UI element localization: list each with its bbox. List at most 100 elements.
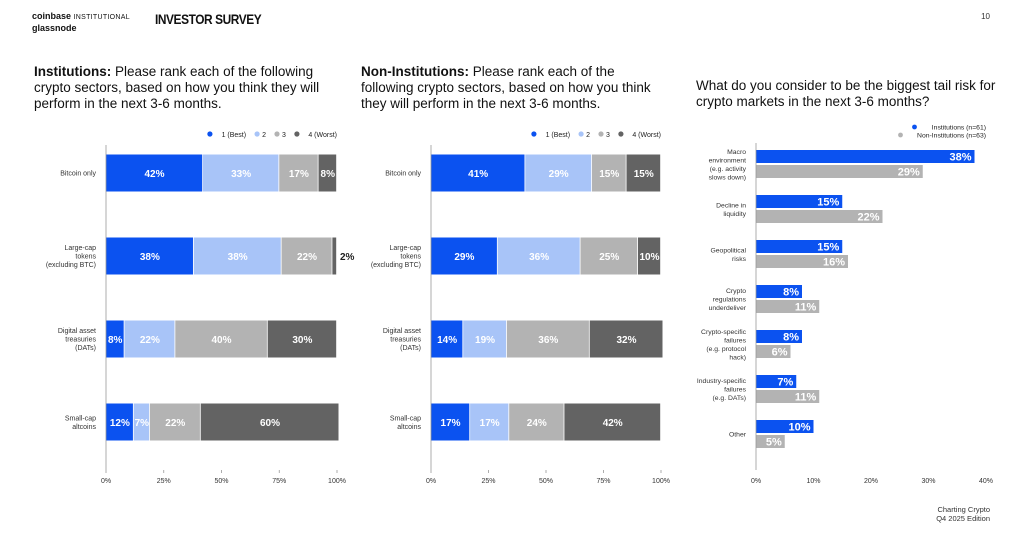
bar-segment — [497, 237, 580, 275]
panel-title-text: What do you consider to be the biggest t… — [696, 78, 996, 109]
category-label: (e.g. protocol — [706, 346, 746, 353]
bar — [756, 420, 814, 433]
bar-segment — [589, 320, 663, 358]
bar-segment — [281, 237, 332, 275]
bar-segment — [124, 320, 175, 358]
legend-label: 1 (Best) — [546, 132, 571, 139]
data-label: 22% — [140, 335, 160, 346]
data-label: 15% — [817, 242, 839, 254]
x-tick-label: 100% — [652, 478, 670, 485]
bar — [756, 390, 820, 403]
data-label: 22% — [165, 418, 185, 429]
bar-segment — [580, 237, 638, 275]
bar — [756, 240, 843, 253]
data-label: 60% — [260, 418, 280, 429]
data-label: 10% — [788, 422, 810, 434]
data-label: 12% — [110, 418, 130, 429]
category-label: treasuries — [390, 337, 421, 344]
data-label: 7% — [777, 377, 793, 389]
bar — [756, 375, 797, 388]
data-label: 11% — [795, 392, 817, 404]
bar — [756, 330, 802, 343]
bar-segment — [193, 237, 281, 275]
x-tick-label: 50% — [214, 478, 228, 485]
category-label: (excluding BTC) — [371, 262, 421, 269]
data-label: 29% — [454, 252, 474, 263]
bar-segment — [626, 154, 661, 192]
category-label: (excluding BTC) — [46, 262, 96, 269]
x-tick-label: 0% — [426, 478, 436, 485]
legend-swatch — [531, 131, 537, 137]
category-label: tokens — [400, 254, 421, 261]
legend-label: 4 (Worst) — [308, 132, 337, 139]
x-tick-label: 100% — [328, 478, 346, 485]
legend-label: 2 — [586, 132, 590, 139]
category-label: Macro — [727, 149, 746, 156]
bar-segment — [638, 237, 661, 275]
category-label: (DATs) — [75, 345, 96, 352]
bar-segment — [133, 403, 150, 441]
bar — [756, 165, 923, 178]
logo-text-institutional: INSTITUTIONAL — [73, 14, 130, 21]
data-label: 17% — [480, 418, 500, 429]
legend-label: 3 — [282, 132, 286, 139]
data-label: 25% — [599, 252, 619, 263]
legend-label: 4 (Worst) — [632, 132, 661, 139]
x-tick-label: 75% — [272, 478, 286, 485]
category-label: Industry-specific — [697, 378, 747, 385]
category-label: slows down) — [709, 174, 746, 181]
x-tick-label: 75% — [596, 478, 610, 485]
bar-segment — [431, 403, 470, 441]
data-label: 8% — [321, 169, 336, 180]
legend-swatch — [254, 131, 260, 137]
x-tick-label: 30% — [921, 478, 935, 485]
data-label: 2% — [340, 252, 355, 263]
bar — [756, 210, 883, 223]
data-label: 7% — [135, 418, 150, 429]
panel-title-bold: Institutions: — [34, 64, 112, 79]
legend-swatch — [207, 131, 213, 137]
bar-segment — [106, 237, 193, 275]
data-label: 19% — [475, 335, 495, 346]
x-tick-label: 0% — [101, 478, 111, 485]
bar — [756, 195, 843, 208]
bar-segment — [149, 403, 200, 441]
legend-swatch — [598, 131, 604, 137]
data-label: 32% — [616, 335, 636, 346]
data-label: 38% — [140, 252, 160, 263]
legend-label: 3 — [606, 132, 610, 139]
category-label: underdeliver — [709, 305, 747, 312]
panel-title-bold: Non-Institutions: — [361, 64, 469, 79]
data-label: 33% — [231, 169, 251, 180]
bar-segment — [431, 154, 525, 192]
panel-title-text: Please rank each of the following crypto… — [34, 64, 320, 111]
bar-segment — [431, 237, 497, 275]
category-label: Large-cap — [389, 245, 421, 252]
panel-title-text: Please rank each of the following crypto… — [361, 64, 651, 111]
footer: Charting Crypto Q4 2025 Edition — [936, 505, 990, 523]
data-label: 15% — [634, 169, 654, 180]
legend-label: Institutions (n=61) — [932, 125, 986, 132]
data-label: 10% — [639, 252, 659, 263]
legend-swatch — [294, 131, 300, 137]
bar-segment — [106, 154, 203, 192]
footer-title: Charting Crypto — [937, 505, 990, 514]
category-label: treasuries — [65, 337, 96, 344]
panel-title-institutions: Institutions: Please rank each of the fo… — [34, 64, 339, 112]
data-label: 40% — [211, 335, 231, 346]
bar-segment — [470, 403, 509, 441]
category-label: Digital asset — [383, 328, 421, 335]
data-label: 16% — [823, 257, 845, 269]
legend-label: 1 (Best) — [222, 132, 247, 139]
category-label: (DATs) — [400, 345, 421, 352]
bar-segment — [203, 154, 279, 192]
logo-text-glassnode: glassnode — [32, 23, 77, 33]
panel-title-tail-risk: What do you consider to be the biggest t… — [696, 78, 996, 110]
data-label: 22% — [297, 252, 317, 263]
category-label: Geopolitical — [710, 247, 746, 254]
bar-segment — [106, 403, 133, 441]
bar-segment — [318, 154, 337, 192]
bar-segment — [200, 403, 339, 441]
category-label: Digital asset — [58, 328, 96, 335]
